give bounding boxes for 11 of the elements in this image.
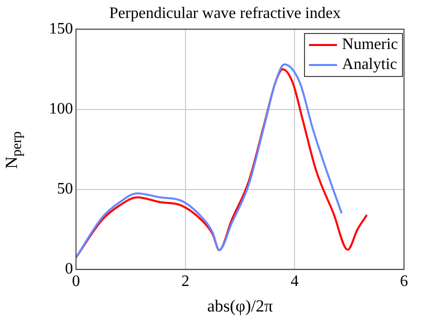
x-tick-label: 4	[290, 273, 299, 290]
chart-title: Perpendicular wave refractive index	[109, 4, 341, 22]
x-tick-label: 6	[400, 273, 408, 290]
y-tick-label: 50	[57, 180, 73, 198]
y-tick-label: 100	[49, 100, 73, 118]
y-tick-label: 150	[49, 20, 73, 38]
y-tick-label: 0	[65, 260, 73, 278]
x-tick-label: 2	[181, 273, 190, 290]
x-axis-title: abs(φ)/2π	[207, 296, 274, 316]
legend-label: Analytic	[342, 55, 398, 75]
legend-label: Numeric	[342, 35, 398, 55]
